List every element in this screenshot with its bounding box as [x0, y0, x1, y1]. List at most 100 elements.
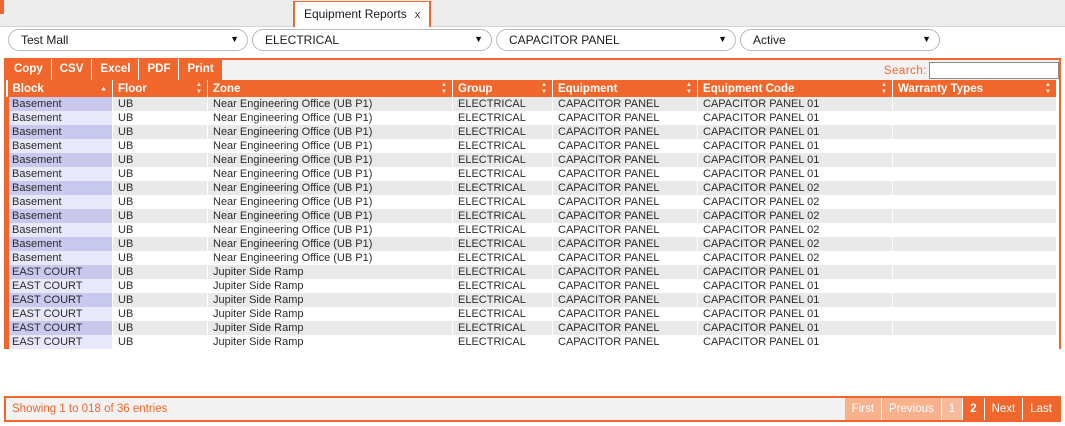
- column-header-equipment[interactable]: Equipment: [552, 80, 698, 97]
- cell-equipment-code: CAPACITOR PANEL 01: [697, 139, 893, 153]
- equipment-select-value: CAPACITOR PANEL: [509, 33, 620, 47]
- cell-group: ELECTRICAL: [452, 307, 553, 321]
- table-row[interactable]: Basement UB Near Engineering Office (UB P1…: [6, 139, 1058, 153]
- cell-equipment-code: CAPACITOR PANEL 01: [697, 265, 893, 279]
- cell-equipment-code: CAPACITOR PANEL 01: [697, 321, 893, 335]
- column-header-zone[interactable]: Zone: [207, 80, 453, 97]
- cell-warranty-types: [892, 335, 1058, 349]
- cell-equipment: CAPACITOR PANEL: [552, 223, 698, 237]
- cell-equipment-code: CAPACITOR PANEL 01: [697, 153, 893, 167]
- cell-group: ELECTRICAL: [452, 153, 553, 167]
- cell-floor: UB: [112, 181, 208, 195]
- equipment-select[interactable]: CAPACITOR PANEL ▼: [496, 29, 736, 51]
- search-input[interactable]: [929, 62, 1059, 79]
- cell-block: Basement: [6, 223, 113, 237]
- table-row[interactable]: EAST COURT UB Jupiter Side Ramp ELECTRICAL C…: [6, 321, 1058, 335]
- cell-block: EAST COURT: [6, 307, 113, 321]
- table-row[interactable]: Basement UB Near Engineering Office (UB P1…: [6, 209, 1058, 223]
- column-header-group[interactable]: Group: [452, 80, 553, 97]
- cell-block: EAST COURT: [6, 321, 113, 335]
- cell-block: EAST COURT: [6, 265, 113, 279]
- cell-equipment: CAPACITOR PANEL: [552, 293, 698, 307]
- cell-equipment-code: CAPACITOR PANEL 01: [697, 335, 893, 349]
- table-row[interactable]: Basement UB Near Engineering Office (UB P1…: [6, 153, 1058, 167]
- column-header-floor[interactable]: Floor: [112, 80, 208, 97]
- column-header-block[interactable]: Block: [7, 80, 113, 97]
- search-label: Search:: [883, 64, 927, 77]
- cell-zone: Near Engineering Office (UB P1): [207, 223, 453, 237]
- export-button-csv[interactable]: CSV: [51, 59, 93, 80]
- export-button-excel[interactable]: Excel: [92, 59, 140, 80]
- table-row[interactable]: EAST COURT UB Jupiter Side Ramp ELECTRICAL C…: [6, 335, 1058, 349]
- tab-equipment-reports[interactable]: Equipment Reports x: [293, 1, 432, 27]
- cell-group: ELECTRICAL: [452, 293, 553, 307]
- cell-floor: UB: [112, 195, 208, 209]
- cell-group: ELECTRICAL: [452, 111, 553, 125]
- column-header-warranty-types[interactable]: Warranty Types: [892, 80, 1058, 97]
- cell-equipment-code: CAPACITOR PANEL 01: [697, 167, 893, 181]
- site-select[interactable]: Test Mall ▼: [8, 29, 248, 51]
- table-row[interactable]: EAST COURT UB Jupiter Side Ramp ELECTRICAL C…: [6, 307, 1058, 321]
- cell-floor: UB: [112, 153, 208, 167]
- cell-equipment: CAPACITOR PANEL: [552, 97, 698, 111]
- cell-floor: UB: [112, 279, 208, 293]
- cell-equipment: CAPACITOR PANEL: [552, 321, 698, 335]
- pagination-next[interactable]: Next: [984, 398, 1024, 420]
- group-select[interactable]: ELECTRICAL ▼: [252, 29, 492, 51]
- pagination-2[interactable]: 2: [963, 398, 985, 420]
- cell-warranty-types: [892, 251, 1058, 265]
- cell-equipment-code: CAPACITOR PANEL 02: [697, 223, 893, 237]
- cell-group: ELECTRICAL: [452, 97, 553, 111]
- table-row[interactable]: Basement UB Near Engineering Office (UB P1…: [6, 251, 1058, 265]
- table-row[interactable]: Basement UB Near Engineering Office (UB P1…: [6, 167, 1058, 181]
- cell-block: Basement: [6, 167, 113, 181]
- cell-floor: UB: [112, 139, 208, 153]
- cell-equipment: CAPACITOR PANEL: [552, 237, 698, 251]
- cell-warranty-types: [892, 167, 1058, 181]
- cell-group: ELECTRICAL: [452, 223, 553, 237]
- cell-group: ELECTRICAL: [452, 139, 553, 153]
- cell-group: ELECTRICAL: [452, 209, 553, 223]
- cell-equipment: CAPACITOR PANEL: [552, 335, 698, 349]
- sort-both-icon: [541, 82, 547, 96]
- close-icon[interactable]: x: [414, 9, 421, 21]
- column-header-label: Equipment: [558, 82, 618, 95]
- status-select[interactable]: Active ▼: [740, 29, 940, 51]
- table-row[interactable]: Basement UB Near Engineering Office (UB P1…: [6, 125, 1058, 139]
- export-button-print[interactable]: Print: [179, 59, 222, 80]
- cell-block: EAST COURT: [6, 335, 113, 349]
- cell-warranty-types: [892, 139, 1058, 153]
- cell-warranty-types: [892, 209, 1058, 223]
- table-row[interactable]: EAST COURT UB Jupiter Side Ramp ELECTRICAL C…: [6, 279, 1058, 293]
- column-header-label: Floor: [118, 82, 147, 95]
- cell-block: EAST COURT: [6, 279, 113, 293]
- table-row[interactable]: Basement UB Near Engineering Office (UB P1…: [6, 111, 1058, 125]
- pagination-1[interactable]: 1: [941, 398, 964, 420]
- pagination-last[interactable]: Last: [1023, 398, 1059, 420]
- table-row[interactable]: Basement UB Near Engineering Office (UB P1…: [6, 237, 1058, 251]
- cell-zone: Near Engineering Office (UB P1): [207, 97, 453, 111]
- table-row[interactable]: EAST COURT UB Jupiter Side Ramp ELECTRICAL C…: [6, 265, 1058, 279]
- cell-warranty-types: [892, 97, 1058, 111]
- cell-zone: Jupiter Side Ramp: [207, 321, 453, 335]
- chevron-down-icon: ▼: [230, 34, 239, 44]
- table-row[interactable]: Basement UB Near Engineering Office (UB P1…: [6, 181, 1058, 195]
- cell-warranty-types: [892, 181, 1058, 195]
- tab-label: Equipment Reports: [304, 7, 407, 21]
- cell-equipment: CAPACITOR PANEL: [552, 139, 698, 153]
- cell-equipment-code: CAPACITOR PANEL 02: [697, 209, 893, 223]
- table-row[interactable]: EAST COURT UB Jupiter Side Ramp ELECTRICAL C…: [6, 293, 1058, 307]
- table-row[interactable]: Basement UB Near Engineering Office (UB P1…: [6, 97, 1058, 111]
- column-header-label: Block: [12, 82, 44, 95]
- table-row[interactable]: Basement UB Near Engineering Office (UB P1…: [6, 223, 1058, 237]
- table-row[interactable]: Basement UB Near Engineering Office (UB P1…: [6, 195, 1058, 209]
- cell-group: ELECTRICAL: [452, 265, 553, 279]
- cell-floor: UB: [112, 111, 208, 125]
- equipment-table: Block Floor Zone Group Equipment Equipment Co…: [6, 80, 1059, 349]
- cell-block: Basement: [6, 209, 113, 223]
- cell-warranty-types: [892, 265, 1058, 279]
- column-header-equipment-code[interactable]: Equipment Code: [697, 80, 893, 97]
- cell-warranty-types: [892, 279, 1058, 293]
- export-button-copy[interactable]: Copy: [6, 59, 52, 80]
- export-button-pdf[interactable]: PDF: [139, 59, 180, 80]
